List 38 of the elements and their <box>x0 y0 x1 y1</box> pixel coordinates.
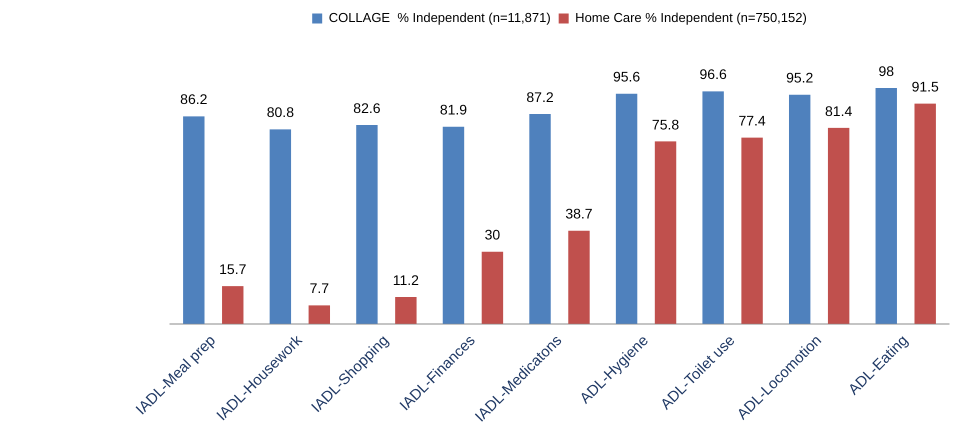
data-label: 30 <box>484 226 500 243</box>
data-label: 87.2 <box>526 88 554 105</box>
bar <box>828 128 850 324</box>
bar <box>356 125 378 324</box>
data-label: 77.4 <box>738 112 766 128</box>
data-label: 38.7 <box>565 206 593 222</box>
data-label: 82.6 <box>353 100 381 116</box>
bar <box>702 91 724 324</box>
data-label: 80.8 <box>266 104 294 120</box>
bar <box>876 88 897 324</box>
bar <box>788 94 810 324</box>
data-label: 95.6 <box>612 68 640 85</box>
data-label: 98 <box>878 62 894 79</box>
data-label: 11.2 <box>392 272 420 288</box>
bar <box>270 129 292 324</box>
bar <box>183 116 205 324</box>
bar <box>482 252 504 324</box>
data-label: 91.5 <box>912 78 940 94</box>
data-label: 95.2 <box>786 70 814 86</box>
legend-label: COLLAGE % Independent (n=11,871) <box>328 10 551 26</box>
bar <box>654 141 676 324</box>
bar <box>222 286 244 324</box>
data-label: 81.9 <box>440 102 468 118</box>
bar <box>529 114 551 324</box>
legend-label: Home Care % Independent (n=750,152) <box>575 10 807 26</box>
bar <box>442 126 464 324</box>
data-label: 15.7 <box>219 260 247 277</box>
data-label: 86.2 <box>180 91 208 108</box>
bar <box>914 104 936 324</box>
data-label: 7.7 <box>310 280 330 296</box>
bar <box>568 230 590 324</box>
bar <box>308 305 330 324</box>
data-label: 75.8 <box>652 116 680 132</box>
data-label: 81.4 <box>825 102 852 119</box>
data-label: 96.6 <box>700 66 727 82</box>
bar <box>616 94 638 324</box>
bar <box>741 138 763 324</box>
bar <box>395 296 417 324</box>
